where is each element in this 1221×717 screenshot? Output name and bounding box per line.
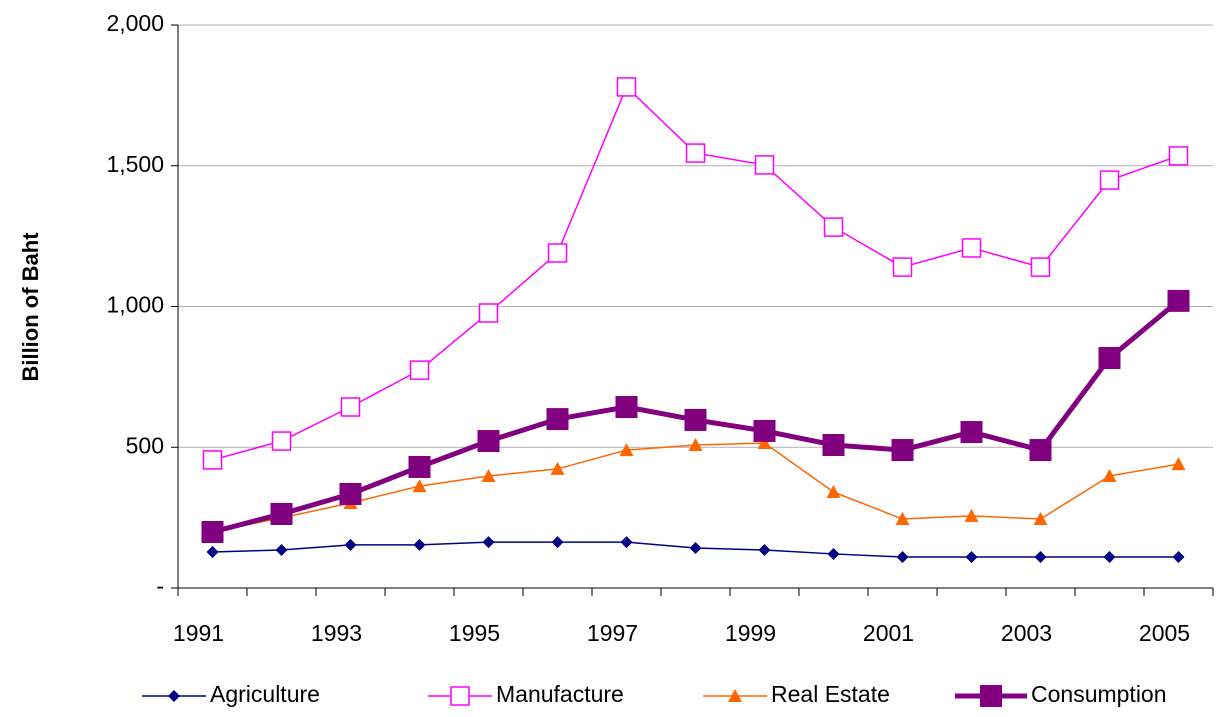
data-point	[477, 430, 500, 453]
y-tick-label: 1,000	[106, 292, 164, 318]
data-point	[685, 143, 706, 163]
data-point	[891, 439, 914, 462]
data-point	[826, 485, 841, 499]
data-point	[615, 395, 638, 418]
data-point	[684, 408, 707, 431]
data-point	[1033, 512, 1048, 526]
data-point	[1098, 347, 1121, 370]
x-tick-label: 1991	[173, 620, 224, 646]
data-point	[965, 551, 978, 564]
data-point	[620, 536, 633, 549]
data-point	[201, 520, 224, 543]
data-point	[551, 536, 564, 549]
data-point	[339, 482, 362, 505]
legend-label: Real Estate	[771, 681, 890, 707]
data-point	[619, 443, 634, 457]
data-point	[547, 243, 568, 263]
data-point	[1099, 170, 1120, 190]
legend-marker	[980, 685, 1002, 707]
data-point	[1171, 457, 1186, 471]
y-tick-label: 500	[126, 432, 164, 458]
data-point	[895, 512, 910, 526]
data-point	[1103, 551, 1116, 564]
data-point	[892, 257, 913, 277]
data-point	[1167, 289, 1190, 312]
data-point	[823, 217, 844, 237]
legend-marker	[450, 686, 470, 706]
data-point	[616, 77, 637, 97]
y-tick-label: -	[156, 573, 164, 599]
data-point	[478, 303, 499, 323]
data-point	[270, 502, 293, 525]
data-point	[1029, 439, 1052, 462]
data-point	[822, 433, 845, 456]
x-tick-label: 1993	[311, 620, 362, 646]
data-point	[960, 421, 983, 444]
data-point	[408, 455, 431, 478]
data-point	[689, 542, 702, 555]
data-point	[481, 468, 496, 482]
data-point	[413, 538, 426, 551]
data-point	[482, 536, 495, 549]
y-axis-title: Billion of Baht	[18, 232, 43, 382]
x-tick-label: 2003	[1001, 620, 1052, 646]
data-point	[550, 461, 565, 475]
data-point	[896, 551, 909, 564]
data-point	[1030, 257, 1051, 277]
legend-label: Agriculture	[210, 681, 320, 707]
x-tick-label: 1999	[725, 620, 776, 646]
data-point	[409, 360, 430, 380]
x-tick-label: 1997	[587, 620, 638, 646]
data-point	[271, 431, 292, 451]
data-point	[546, 408, 569, 431]
data-point	[758, 543, 771, 556]
data-point	[688, 437, 703, 451]
legend-marker	[728, 689, 742, 702]
data-point	[1168, 146, 1189, 166]
data-point	[1102, 468, 1117, 482]
data-point	[202, 450, 223, 470]
legend-label: Consumption	[1031, 681, 1167, 707]
data-point	[753, 419, 776, 442]
data-point	[275, 543, 288, 556]
data-point	[964, 508, 979, 522]
legend-label: Manufacture	[496, 681, 624, 707]
data-point	[961, 238, 982, 258]
x-tick-label: 1995	[449, 620, 500, 646]
data-point	[344, 538, 357, 551]
x-tick-label: 2005	[1139, 620, 1190, 646]
data-point	[412, 479, 427, 493]
data-point	[1172, 551, 1185, 564]
data-point	[757, 436, 772, 450]
legend-marker	[168, 690, 180, 702]
y-tick-label: 2,000	[106, 10, 164, 36]
data-point	[1034, 551, 1047, 564]
data-point	[340, 397, 361, 417]
x-tick-label: 2001	[863, 620, 914, 646]
data-point	[206, 545, 219, 558]
y-tick-label: 1,500	[106, 151, 164, 177]
data-point	[827, 547, 840, 560]
data-point	[754, 155, 775, 175]
